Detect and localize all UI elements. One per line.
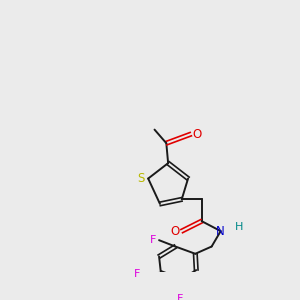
Text: S: S [137, 172, 145, 185]
Text: O: O [193, 128, 202, 141]
Text: F: F [177, 294, 183, 300]
Text: N: N [216, 225, 225, 238]
Text: O: O [171, 225, 180, 238]
Text: F: F [134, 269, 140, 279]
Text: H: H [235, 223, 243, 232]
Text: F: F [149, 235, 156, 245]
